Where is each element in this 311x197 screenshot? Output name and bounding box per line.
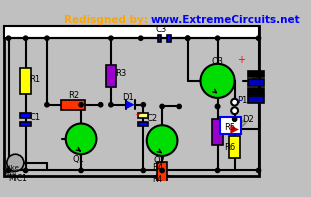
Circle shape	[256, 168, 261, 173]
Bar	[230, 136, 240, 158]
Text: www.ExtremeCircuits.net: www.ExtremeCircuits.net	[151, 15, 301, 25]
Bar	[62, 100, 85, 110]
Circle shape	[216, 36, 220, 40]
Bar	[157, 162, 167, 183]
Text: xtal: xtal	[4, 170, 17, 176]
Bar	[167, 35, 171, 42]
Bar	[212, 119, 223, 145]
Circle shape	[231, 107, 238, 114]
Text: R5: R5	[224, 123, 235, 132]
Circle shape	[201, 64, 234, 98]
Circle shape	[139, 36, 143, 40]
Text: +: +	[237, 55, 245, 65]
Bar	[248, 71, 264, 77]
Text: +: +	[134, 112, 140, 118]
Text: P1: P1	[237, 96, 248, 105]
Circle shape	[7, 168, 11, 173]
Circle shape	[160, 104, 164, 109]
Bar	[158, 35, 161, 42]
Bar	[138, 122, 148, 126]
Bar	[21, 113, 31, 118]
Text: R3: R3	[115, 69, 127, 78]
Circle shape	[7, 154, 24, 171]
Polygon shape	[230, 125, 239, 134]
Circle shape	[109, 103, 113, 107]
Bar	[248, 88, 264, 95]
Circle shape	[147, 125, 178, 156]
Circle shape	[177, 104, 181, 109]
Circle shape	[231, 99, 238, 106]
Bar	[138, 113, 148, 118]
Text: Q1: Q1	[72, 155, 84, 164]
Text: C3: C3	[155, 25, 166, 34]
Text: C2: C2	[147, 114, 158, 123]
Text: Redisgned by:: Redisgned by:	[64, 15, 151, 25]
Polygon shape	[126, 100, 135, 109]
Text: R2: R2	[68, 91, 79, 100]
Text: R1: R1	[29, 75, 40, 84]
Circle shape	[141, 103, 146, 107]
Circle shape	[216, 104, 220, 109]
Circle shape	[79, 103, 83, 107]
Text: R4: R4	[152, 163, 163, 172]
Circle shape	[141, 168, 146, 173]
Circle shape	[79, 168, 83, 173]
Text: B1: B1	[251, 72, 262, 81]
Circle shape	[216, 104, 220, 109]
Bar	[220, 117, 241, 134]
Circle shape	[233, 117, 237, 121]
Bar	[4, 26, 258, 38]
Text: Q2: Q2	[154, 156, 165, 165]
Bar	[21, 68, 31, 94]
Circle shape	[186, 36, 190, 40]
Circle shape	[99, 103, 103, 107]
Circle shape	[23, 36, 28, 40]
Text: MIC1: MIC1	[8, 174, 27, 183]
Bar	[106, 65, 116, 87]
Text: mike: mike	[2, 165, 19, 171]
Bar	[4, 26, 258, 176]
Text: C1: C1	[29, 113, 40, 122]
Text: R6: R6	[224, 143, 236, 152]
Text: R4: R4	[152, 175, 162, 184]
Text: D1: D1	[122, 93, 134, 102]
Circle shape	[186, 36, 190, 40]
Circle shape	[216, 168, 220, 173]
Bar	[248, 96, 264, 103]
Circle shape	[109, 36, 113, 40]
Circle shape	[7, 36, 11, 40]
Circle shape	[160, 168, 164, 173]
Text: Q3: Q3	[211, 57, 224, 66]
Text: D2: D2	[242, 115, 254, 124]
Circle shape	[66, 124, 96, 154]
Circle shape	[256, 36, 261, 40]
Bar	[248, 79, 264, 86]
Circle shape	[45, 103, 49, 107]
Circle shape	[23, 168, 28, 173]
Bar	[21, 122, 31, 126]
Text: -: -	[237, 95, 241, 105]
Circle shape	[45, 36, 49, 40]
